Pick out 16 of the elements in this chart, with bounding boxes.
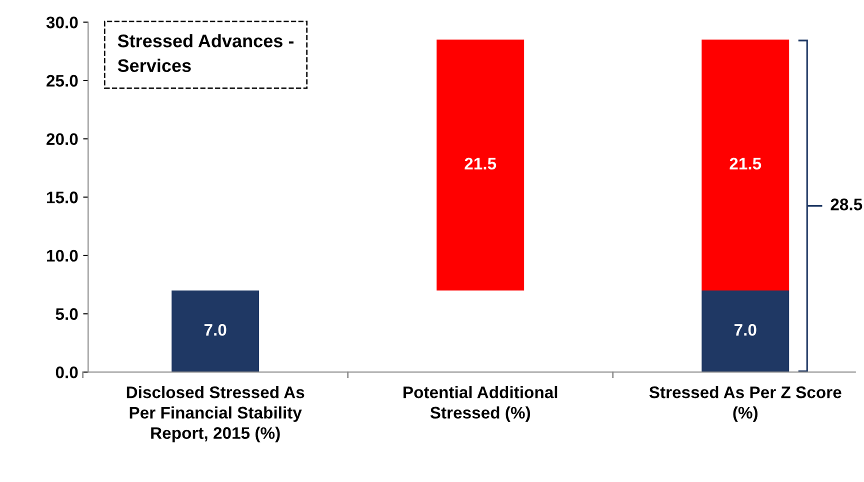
y-tick-label: 30.0: [46, 16, 78, 28]
y-tick-label: 10.0: [47, 250, 78, 262]
annotation: Stressed Advances - Services: [118, 34, 294, 72]
data-label: 21.5: [730, 158, 762, 170]
y-tick-label: 5.0: [56, 308, 78, 320]
x-tick-label: Stressed As Per Z Score (%): [649, 386, 842, 422]
data-label: 21.5: [464, 158, 496, 170]
y-tick-label: 15.0: [47, 192, 78, 204]
y-tick-label: 25.0: [46, 74, 78, 87]
data-label: 7.0: [204, 324, 226, 336]
x-tick-label: Potential Additional Stressed (%): [404, 386, 558, 422]
y-tick-label: 0.0: [56, 366, 78, 378]
y-tick-label: 20.0: [46, 133, 78, 146]
x-tick-label: Disclosed Stressed As Per Financial Stability Report, 2015 (%): [126, 386, 304, 442]
data-label: 7.0: [734, 324, 756, 336]
annotation: 28.5: [830, 198, 862, 210]
